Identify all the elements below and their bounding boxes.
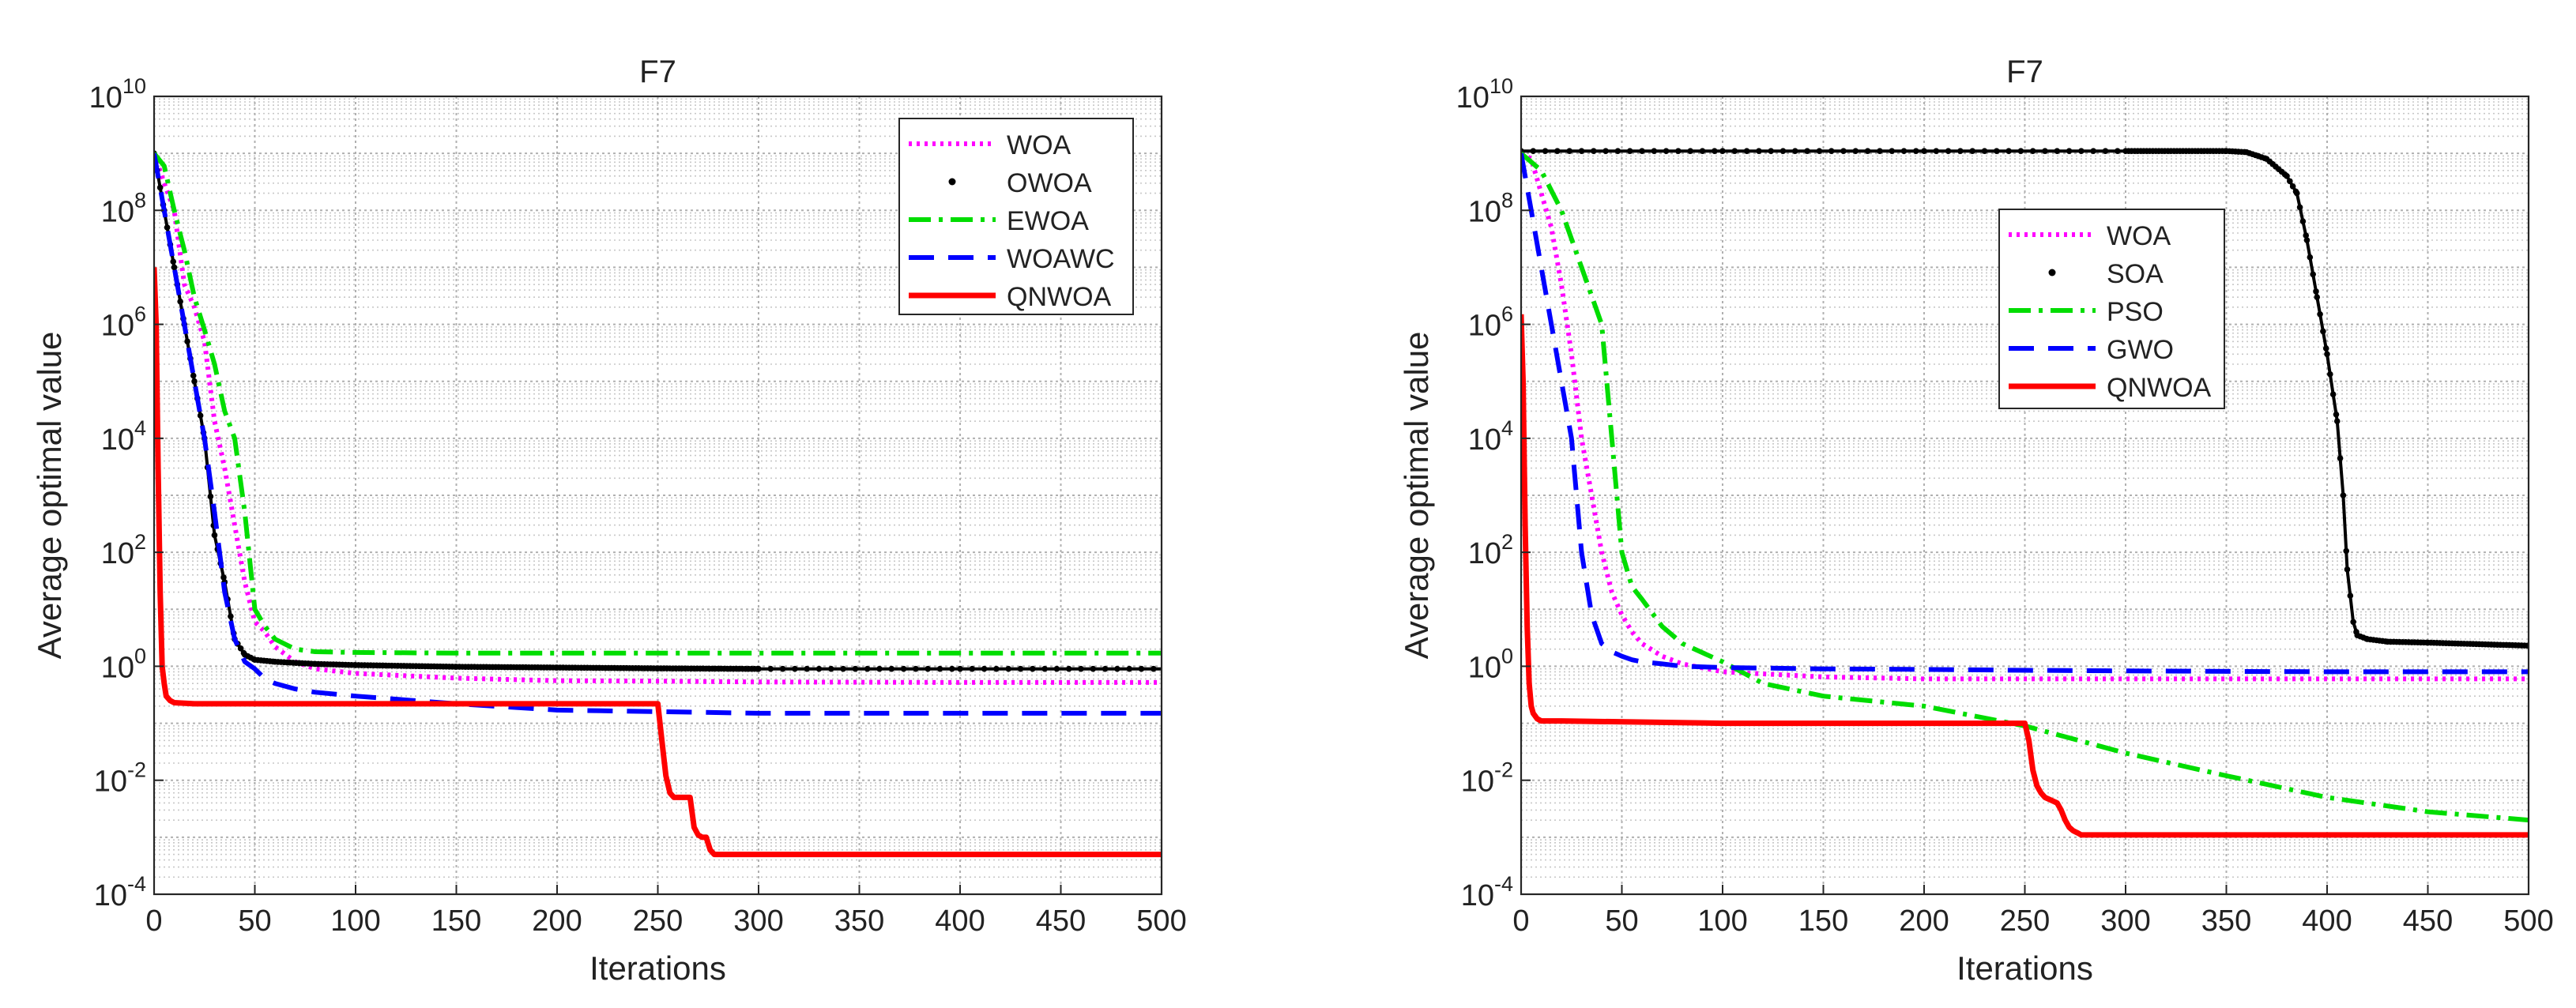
x-tick-label: 500 (2503, 905, 2553, 938)
x-tick-label: 200 (1899, 905, 1949, 938)
y-tick-label: 106 (1468, 303, 1513, 343)
y-tick-label: 10-2 (1461, 758, 1513, 799)
series-soa-line (1521, 149, 2529, 648)
series-gwo (1521, 152, 2529, 675)
y-tick-label: 108 (101, 188, 146, 228)
chart-title: F7 (2006, 55, 2043, 89)
chart-right: 0 50 100 150 200 250 300 350 400 450 500 10-4 10-2 10… (1398, 55, 2554, 987)
y-tick-label: 10-4 (1461, 872, 1513, 912)
chart-left: 0 50 100 150 200 250 300 350 400 450 500 10-4 10-2 10… (31, 55, 1187, 987)
y-tick-label: 100 (1468, 644, 1513, 684)
x-tick-label: 150 (1798, 905, 1848, 938)
series-soa (1521, 148, 2529, 649)
y-tick-label: 108 (1468, 188, 1513, 228)
legend-label: WOAWC (1007, 244, 1115, 274)
x-tick-label: 450 (1036, 905, 1086, 938)
y-tick-label: 10-4 (94, 872, 146, 912)
x-tick-label: 350 (2201, 905, 2251, 938)
series-group (1521, 148, 2529, 838)
legend-label: PSO (2107, 297, 2164, 327)
y-tick-label: 10-2 (94, 758, 146, 799)
x-tick-label: 200 (532, 905, 582, 938)
x-tick-label: 350 (834, 905, 884, 938)
legend: WOA OWOA EWOA WOAWC QNWOA (898, 118, 1134, 315)
x-tick-label: 300 (733, 905, 783, 938)
x-tick-label: 0 (1512, 905, 1529, 938)
x-tick-label: 100 (1697, 905, 1747, 938)
legend-label: OWOA (1007, 168, 1092, 198)
series-group (154, 150, 1162, 858)
y-tick-label: 104 (1468, 416, 1513, 457)
y-tick-label: 106 (101, 303, 146, 343)
y-axis-label: Average optimal value (1398, 332, 1435, 660)
x-axis-label: Iterations (1956, 950, 2093, 987)
x-tick-label: 400 (935, 905, 985, 938)
legend-box (1998, 209, 2225, 409)
legend-box (898, 118, 1134, 315)
legend-label: EWOA (1007, 206, 1089, 236)
y-tick-label: 102 (101, 530, 146, 570)
legend-label: QNWOA (2107, 373, 2212, 403)
x-tick-label: 300 (2100, 905, 2150, 938)
series-pso (1521, 151, 2529, 823)
x-tick-label: 450 (2403, 905, 2453, 938)
x-tick-label: 0 (145, 905, 162, 938)
legend-label: GWO (2107, 335, 2174, 365)
y-axis-label: Average optimal value (31, 332, 68, 660)
y-tick-label: 1010 (89, 74, 146, 115)
legend-label: SOA (2107, 259, 2164, 289)
x-tick-label: 250 (2000, 905, 2050, 938)
series-woawc (154, 152, 1162, 716)
x-tick-label: 500 (1136, 905, 1186, 938)
series-owoa-line (154, 152, 1162, 671)
legend-swatch-owoa (948, 178, 956, 186)
legend-label: WOA (2107, 221, 2171, 251)
series-qnwoa (154, 267, 1162, 858)
legend: WOA SOA PSO GWO QNWOA (1998, 209, 2225, 409)
x-tick-label: 100 (330, 905, 380, 938)
series-ewoa (154, 152, 1162, 656)
y-tick-label: 1010 (1456, 74, 1513, 115)
series-qnwoa (1521, 314, 2529, 838)
legend-label: QNWOA (1007, 282, 1112, 312)
legend-swatch-soa (2048, 269, 2056, 276)
x-axis-label: Iterations (589, 950, 726, 987)
x-tick-label: 150 (431, 905, 481, 938)
series-woa (1521, 151, 2529, 682)
y-tick-label: 104 (101, 416, 146, 457)
y-tick-label: 102 (1468, 530, 1513, 570)
x-tick-label: 50 (238, 905, 271, 938)
x-tick-label: 250 (633, 905, 683, 938)
x-tick-label: 400 (2302, 905, 2352, 938)
y-tick-label: 100 (101, 644, 146, 684)
chart-title: F7 (639, 55, 676, 89)
x-tick-label: 50 (1605, 905, 1638, 938)
legend-label: WOA (1007, 130, 1071, 160)
